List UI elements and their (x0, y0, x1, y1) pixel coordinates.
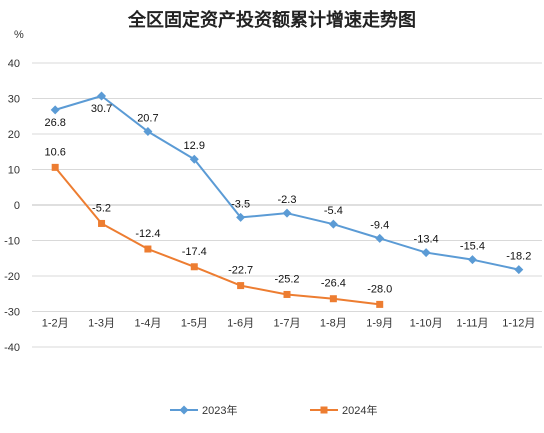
data-point (144, 245, 152, 253)
data-point (329, 295, 337, 303)
y-tick-label: 10 (8, 165, 20, 177)
data-label: 20.7 (137, 113, 158, 125)
y-tick-label: -20 (4, 271, 20, 283)
data-point (421, 248, 431, 258)
y-axis-unit-label: % (14, 29, 24, 41)
data-label: -5.2 (92, 202, 111, 214)
series-line (54, 166, 380, 306)
y-tick-label: 20 (8, 129, 20, 141)
x-tick-label: 1-4月 (134, 318, 161, 330)
chart-title: 全区固定资产投资额累计增速走势图 (127, 9, 416, 31)
data-point (97, 91, 107, 101)
data-point (143, 127, 153, 137)
data-label: -5.4 (324, 205, 343, 217)
data-point (283, 290, 291, 298)
x-tick-label: 1-11月 (456, 318, 488, 330)
legend-marker (320, 406, 328, 414)
data-point (189, 154, 199, 164)
data-point (51, 163, 59, 171)
data-point (282, 208, 292, 218)
x-tick-label: 1-12月 (502, 318, 535, 330)
data-point (328, 219, 338, 229)
data-point (376, 300, 384, 308)
data-labels: 26.8 30.7 20.7 12.9 -3.5 -2.3 -5.4 -9.4 -13.4 -15… (44, 103, 531, 295)
data-label: 12.9 (184, 140, 205, 152)
x-tick-label: 1-6月 (227, 318, 254, 330)
data-label: -17.4 (182, 246, 207, 258)
data-label: -9.4 (370, 219, 389, 231)
y-tick-label: -40 (4, 342, 20, 354)
y-tick-label: 30 (8, 94, 20, 106)
legend: 2023年 2024年 (170, 403, 377, 417)
x-tick-label: 1-8月 (320, 318, 347, 330)
legend-label: 2024年 (342, 403, 377, 417)
x-tick-label: 1-7月 (274, 318, 301, 330)
data-point (190, 263, 198, 271)
x-tick-label: 1-5月 (181, 318, 208, 330)
series-line (54, 95, 520, 271)
y-tick-label: 40 (8, 58, 20, 70)
data-point (467, 255, 477, 265)
data-label: -18.2 (506, 251, 531, 263)
data-point (514, 265, 524, 275)
data-point (236, 212, 246, 222)
x-tick-label: 1-3月 (88, 318, 115, 330)
y-tick-label: -10 (4, 236, 20, 248)
data-label: 30.7 (91, 103, 112, 115)
data-label: -26.4 (321, 278, 346, 290)
y-axis-ticks: 40 30 20 10 0 -10 -20 -30 -40 (4, 58, 20, 354)
x-tick-label: 1-9月 (366, 318, 393, 330)
data-label: -13.4 (414, 234, 439, 246)
data-label: -25.2 (274, 273, 299, 285)
data-point (98, 219, 106, 227)
data-point (237, 282, 245, 290)
data-label: -3.5 (231, 198, 250, 210)
legend-marker (179, 405, 189, 415)
y-tick-label: -30 (4, 307, 20, 319)
data-label: -2.3 (278, 194, 297, 206)
y-tick-label: 0 (14, 200, 20, 212)
data-label: -28.0 (367, 283, 392, 295)
x-tick-label: 1-10月 (410, 318, 443, 330)
grid (32, 62, 542, 348)
data-label: -15.4 (460, 241, 485, 253)
data-point (50, 105, 60, 115)
x-axis-ticks: 1-2月 1-3月 1-4月 1-5月 1-6月 1-7月 1-8月 1-9月 1-10月 1-1… (42, 318, 536, 330)
data-label: 10.6 (44, 146, 65, 158)
data-point (375, 233, 385, 243)
data-label: -12.4 (135, 228, 160, 240)
series-lines (50, 91, 524, 308)
data-label: 26.8 (44, 117, 65, 129)
legend-label: 2023年 (202, 403, 237, 417)
x-tick-label: 1-2月 (42, 318, 69, 330)
data-label: -22.7 (228, 265, 253, 277)
